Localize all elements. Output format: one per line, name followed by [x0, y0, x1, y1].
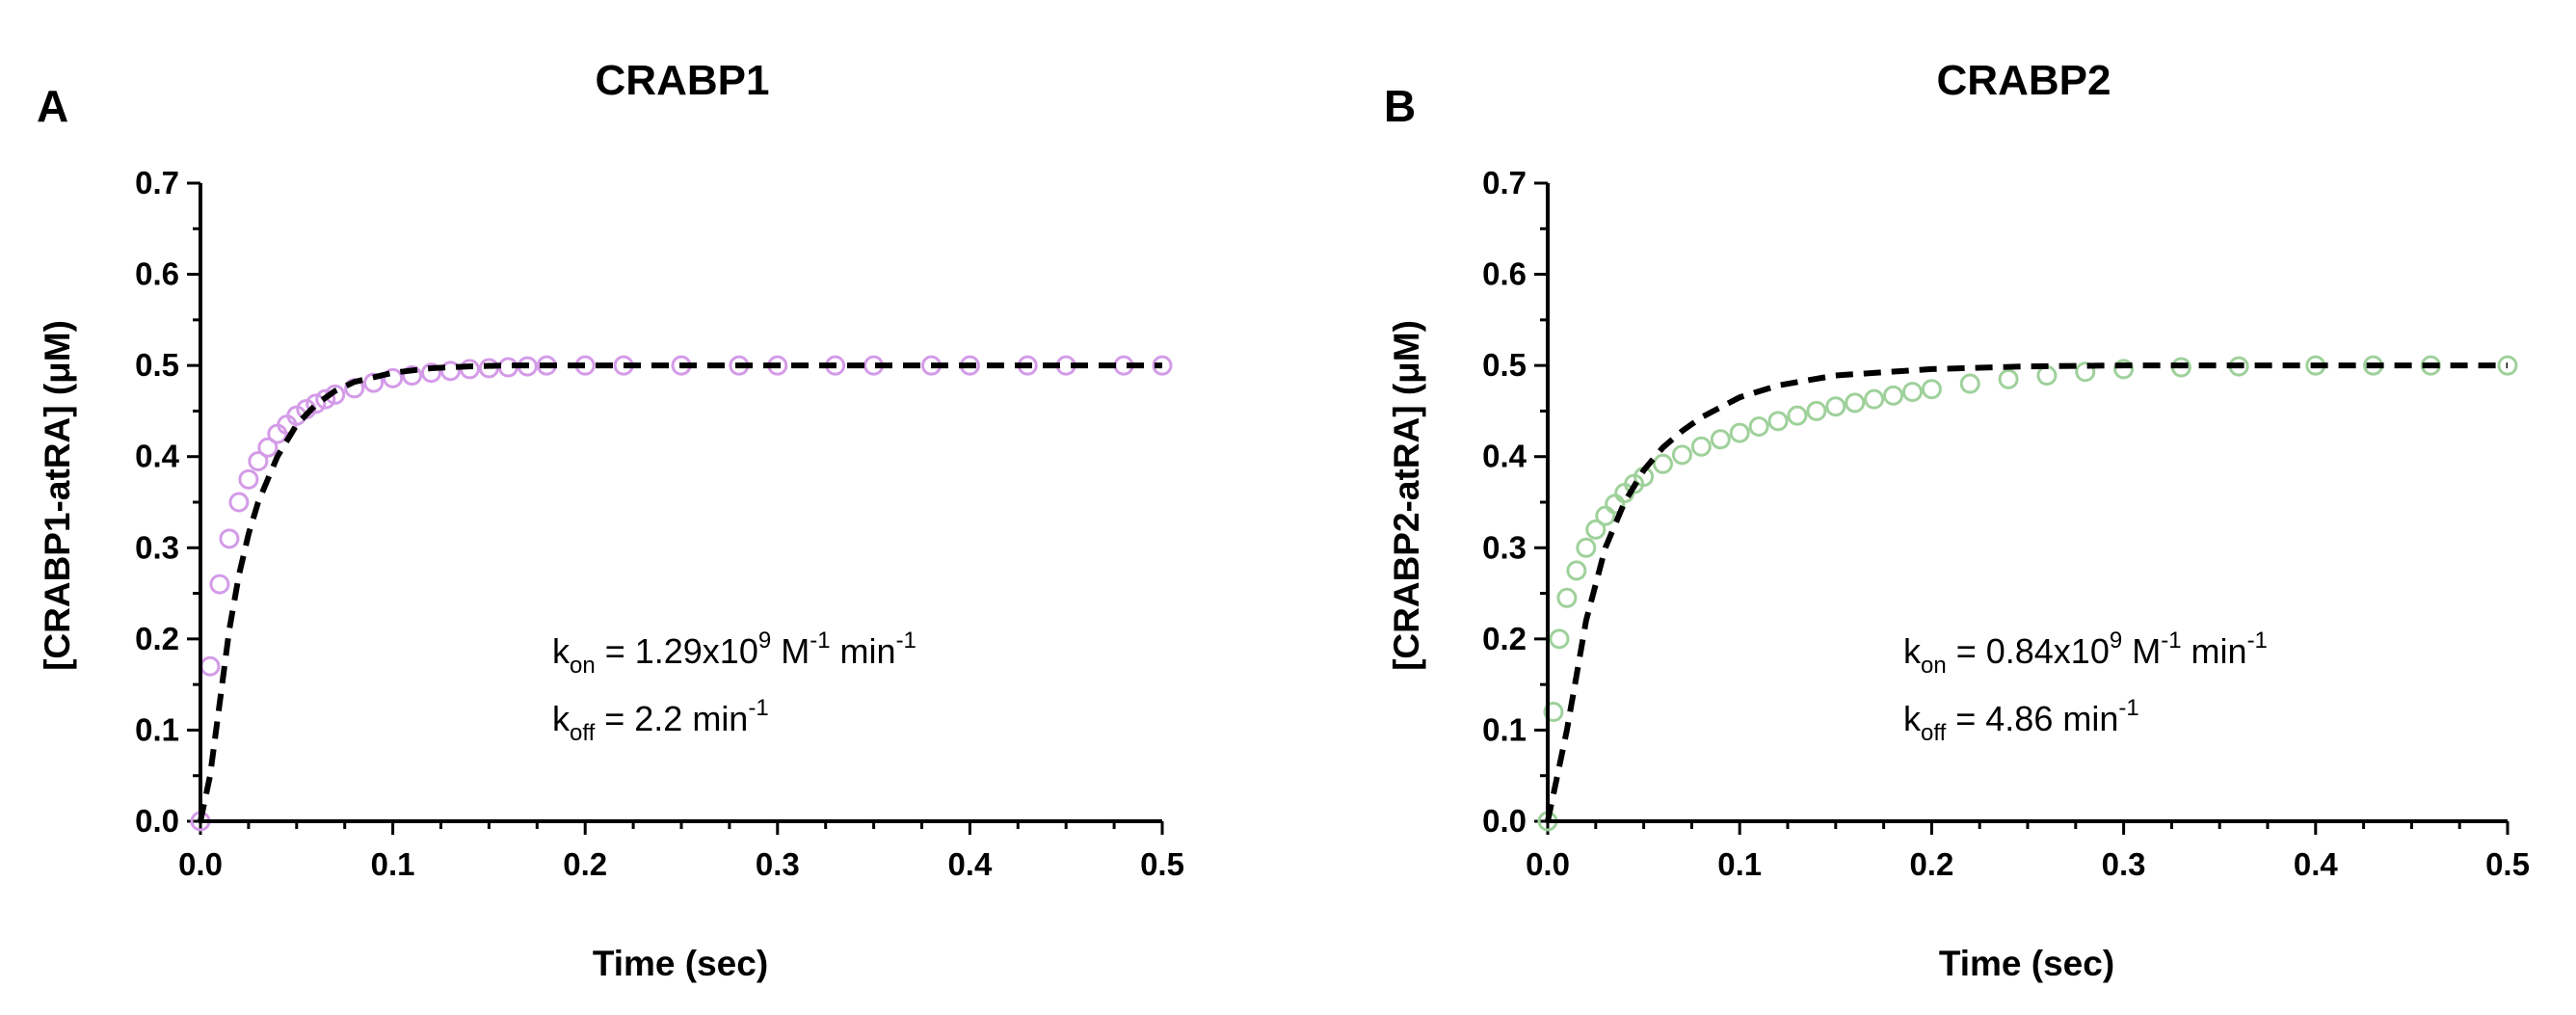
- x-tick-label-a-1: 0.1: [371, 846, 415, 882]
- x-tick-label-a-0: 0.0: [178, 846, 223, 882]
- x-axis-label-a: Time (sec): [593, 944, 768, 983]
- data-point-b-14: [1690, 436, 1712, 457]
- data-point-a-4: [228, 492, 250, 513]
- data-point-b-31: [2113, 359, 2135, 380]
- data-point-a-19: [421, 362, 442, 384]
- axes-b: [1546, 183, 2508, 823]
- data-point-a-3: [219, 528, 240, 549]
- y-tick-label-b-2: 0.2: [1482, 621, 1527, 656]
- data-point-b-26: [1921, 379, 1942, 400]
- data-point-a-16: [363, 372, 385, 393]
- data-point-a-18: [402, 365, 423, 387]
- y-tick-label-a-5: 0.5: [135, 347, 179, 383]
- x-tick-label-b-1: 0.1: [1717, 846, 1762, 882]
- y-tick-label-a-0: 0.0: [135, 803, 179, 839]
- data-point-b-18: [1767, 411, 1789, 432]
- axis-ticks-b: 0.0 0.1 0.2 0.3 0.4 0.5 0.6 0.7 0.0 0.1 0.2 0.3 0.4 0…: [1482, 165, 2530, 882]
- data-point-b-23: [1864, 388, 1885, 410]
- data-point-b-2: [1549, 628, 1570, 650]
- y-tick-label-b-5: 0.5: [1482, 347, 1527, 383]
- data-point-b-21: [1825, 396, 1846, 417]
- x-axis-label-b: Time (sec): [1939, 944, 2114, 983]
- data-point-b-22: [1845, 392, 1866, 414]
- koff-label-a: koff = 2.2 min-1: [552, 695, 769, 746]
- data-point-b-30: [2075, 361, 2096, 383]
- data-point-b-12: [1653, 453, 1674, 474]
- fit-curve-a: [198, 362, 1162, 822]
- data-point-a-5: [238, 468, 259, 490]
- data-point-b-5: [1576, 537, 1597, 558]
- data-point-b-3: [1556, 587, 1578, 608]
- fit-curve-b: [1545, 362, 2508, 822]
- x-tick-label-b-0: 0.0: [1526, 846, 1570, 882]
- y-tick-label-a-4: 0.4: [135, 439, 180, 474]
- data-point-b-6: [1585, 519, 1607, 540]
- x-tick-label-b-4: 0.4: [2294, 846, 2339, 882]
- x-tick-label-a-3: 0.3: [756, 846, 800, 882]
- data-points-a: [190, 355, 1173, 832]
- y-tick-label-a-6: 0.6: [135, 256, 179, 292]
- y-tick-label-a-7: 0.7: [135, 165, 179, 200]
- x-tick-label-b-3: 0.3: [2102, 846, 2146, 882]
- data-point-a-1: [199, 655, 221, 677]
- kon-label-b: kon = 0.84x109 M-1 min-1: [1903, 628, 2268, 679]
- data-point-b-17: [1748, 416, 1769, 438]
- panel-b-crabp2: B CRABP2 [CRABP2-atRA] (μM) Time (sec) 0…: [1384, 57, 2530, 983]
- x-tick-label-a-2: 0.2: [563, 846, 607, 882]
- data-point-b-29: [2036, 365, 2058, 387]
- y-tick-label-b-0: 0.0: [1482, 803, 1527, 839]
- data-point-b-4: [1566, 560, 1587, 581]
- y-tick-label-b-4: 0.4: [1482, 439, 1527, 474]
- data-point-b-13: [1671, 444, 1692, 466]
- data-point-a-6: [248, 450, 269, 471]
- x-tick-label-a-5: 0.5: [1140, 846, 1184, 882]
- y-tick-label-a-1: 0.1: [135, 711, 179, 747]
- data-point-a-2: [209, 574, 230, 595]
- data-point-b-37: [2497, 355, 2518, 376]
- data-point-a-7: [257, 437, 279, 458]
- x-tick-label-a-4: 0.4: [947, 846, 993, 882]
- data-point-a-38: [1152, 355, 1173, 376]
- data-point-b-20: [1806, 400, 1827, 421]
- data-point-a-12: [305, 393, 327, 414]
- koff-label-b: koff = 4.86 min-1: [1903, 695, 2139, 746]
- y-axis-label-b: [CRABP2-atRA] (μM): [1387, 320, 1426, 671]
- y-tick-label-a-2: 0.2: [135, 621, 179, 656]
- chart-title-a: CRABP1: [596, 57, 770, 104]
- data-point-b-16: [1729, 422, 1750, 443]
- panel-letter-a: A: [37, 81, 68, 131]
- data-point-b-27: [1959, 373, 1980, 394]
- y-tick-label-a-3: 0.3: [135, 529, 179, 565]
- y-axis-label-a: [CRABP1-atRA] (μM): [38, 320, 77, 671]
- axes-a: [199, 183, 1162, 823]
- x-tick-label-b-5: 0.5: [2485, 846, 2530, 882]
- rate-annotation-a: kon = 1.29x109 M-1 min-1 koff = 2.2 min-…: [552, 628, 916, 746]
- y-tick-label-b-1: 0.1: [1482, 711, 1527, 747]
- chart-title-b: CRABP2: [1937, 57, 2111, 104]
- data-point-b-19: [1787, 405, 1808, 426]
- y-tick-label-b-3: 0.3: [1482, 529, 1527, 565]
- y-tick-label-b-6: 0.6: [1482, 256, 1527, 292]
- data-point-b-15: [1710, 429, 1731, 450]
- data-point-b-24: [1883, 385, 1904, 406]
- data-point-a-20: [439, 361, 461, 382]
- data-point-b-7: [1595, 505, 1616, 526]
- kon-label-a: kon = 1.29x109 M-1 min-1: [552, 628, 916, 679]
- data-point-a-13: [315, 388, 336, 410]
- axis-ticks-a: 0.0 0.1 0.2 0.3 0.4 0.5 0.6 0.7 0.0 0.1 0.2 0.3 0.4 0…: [135, 165, 1184, 882]
- x-tick-label-b-2: 0.2: [1909, 846, 1953, 882]
- data-point-b-28: [1998, 368, 2019, 389]
- rate-annotation-b: kon = 0.84x109 M-1 min-1 koff = 4.86 min…: [1903, 628, 2268, 746]
- data-point-b-1: [1543, 702, 1564, 723]
- panel-letter-b: B: [1384, 81, 1416, 131]
- data-point-a-17: [383, 367, 404, 388]
- y-tick-label-b-7: 0.7: [1482, 165, 1527, 200]
- data-point-b-25: [1901, 382, 1923, 403]
- panel-a-crabp1: A CRABP1 [CRABP1-atRA] (μM) Time (sec) 0…: [37, 57, 1184, 983]
